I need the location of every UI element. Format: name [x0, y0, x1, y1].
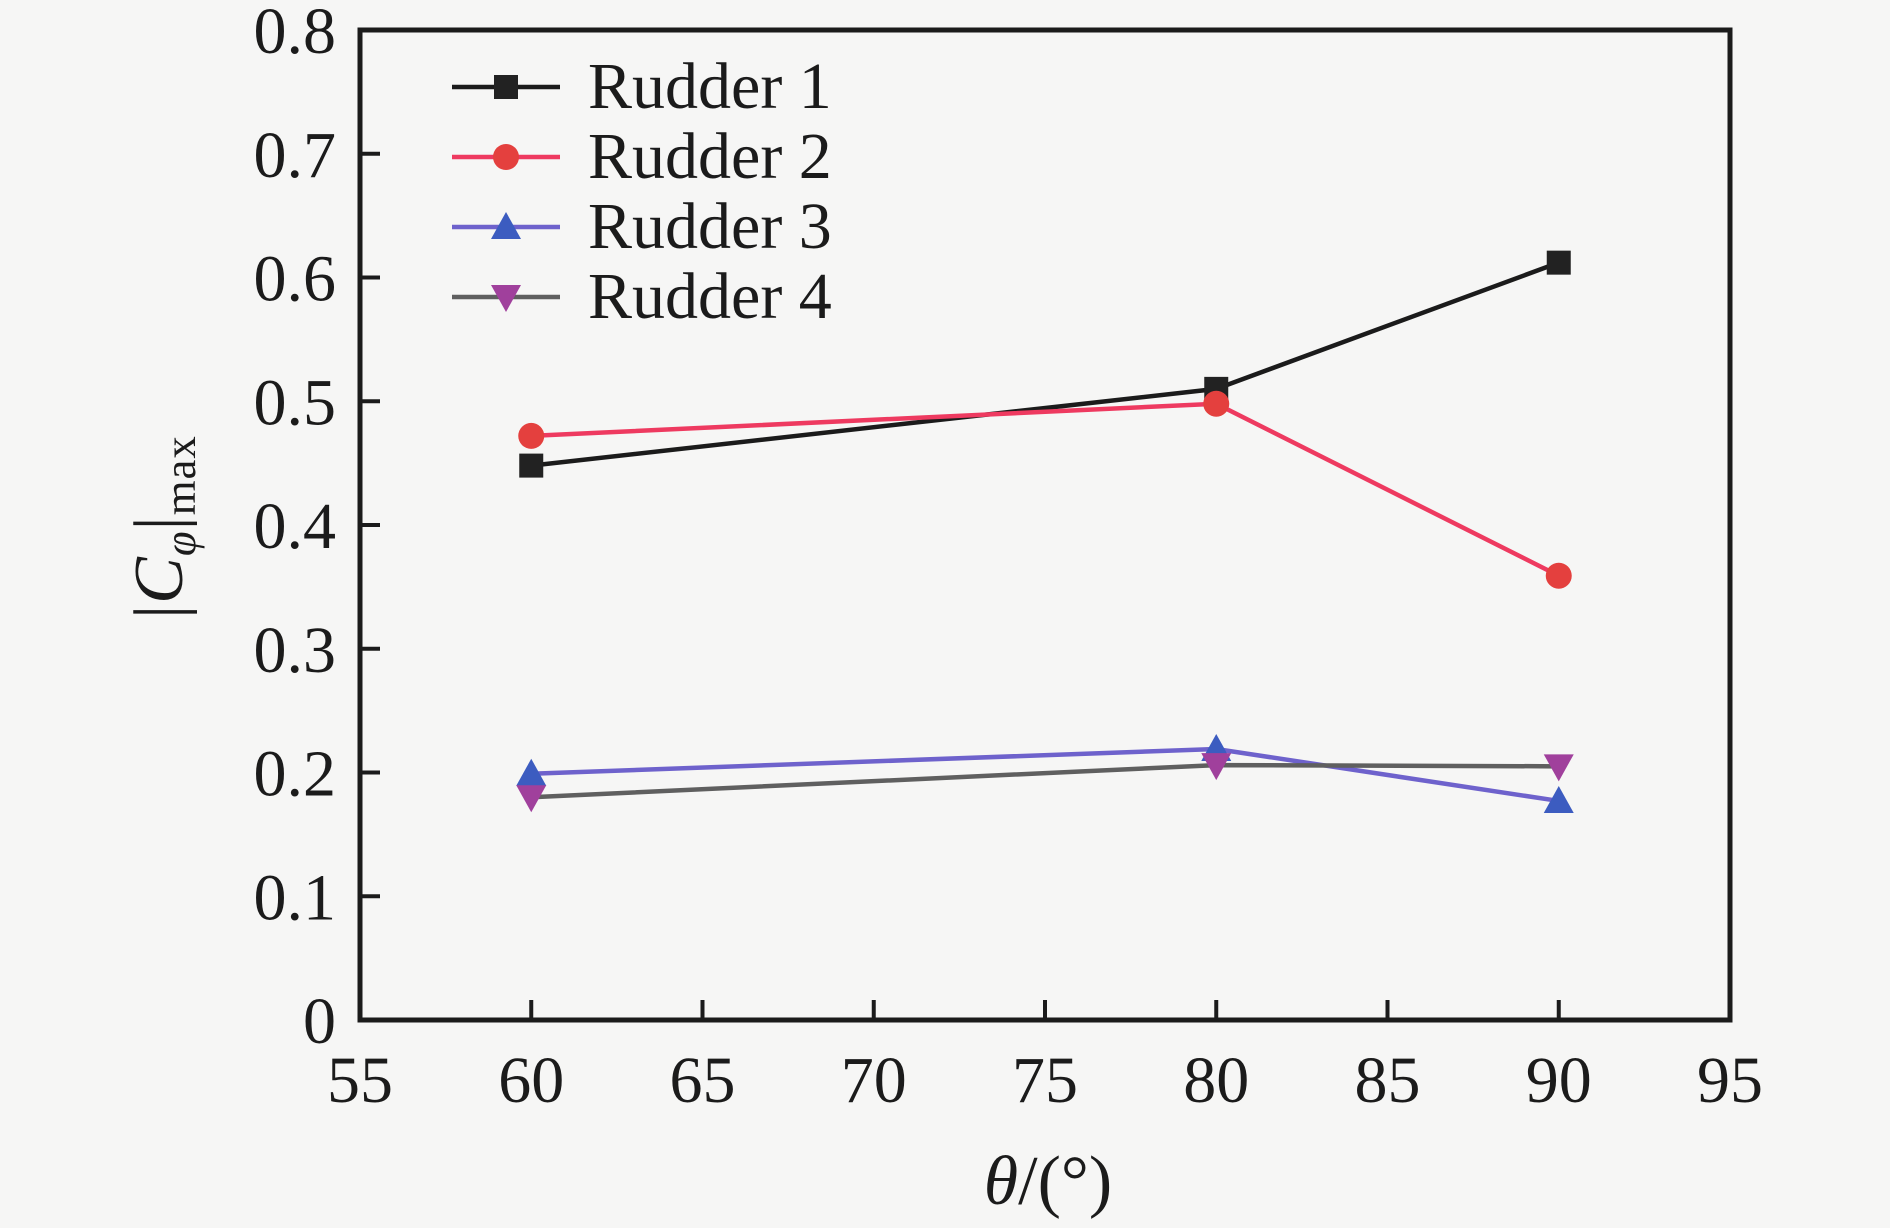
- rudder-3-line-marker-icon: [450, 192, 562, 262]
- svg-text:65: 65: [670, 1044, 736, 1117]
- svg-text:0.1: 0.1: [254, 861, 337, 934]
- legend-item-rudder-3: Rudder 3: [450, 192, 832, 262]
- svg-text:85: 85: [1355, 1044, 1421, 1117]
- legend-label-rudder-1: Rudder 1: [588, 50, 832, 123]
- legend-label-rudder-4: Rudder 4: [588, 260, 832, 333]
- y-axis-title-bar-close: |: [120, 515, 198, 531]
- svg-text:55: 55: [327, 1044, 393, 1117]
- x-axis-title: θ/(°): [984, 1142, 1112, 1222]
- svg-text:80: 80: [1183, 1044, 1249, 1117]
- rudder-1-line-marker-icon: [450, 52, 562, 122]
- legend-item-rudder-4: Rudder 4: [450, 262, 832, 332]
- svg-text:0: 0: [303, 985, 336, 1058]
- y-axis-title-subscript: max: [155, 435, 206, 516]
- legend-item-rudder-2: Rudder 2: [450, 122, 832, 192]
- legend: Rudder 1 Rudder 2 Rudder 3 Rudder 4: [450, 52, 832, 332]
- legend-item-rudder-1: Rudder 1: [450, 52, 832, 122]
- y-axis-title-bar-open: |: [120, 603, 198, 619]
- rudder-2-line-marker-icon: [450, 122, 562, 192]
- legend-label-rudder-2: Rudder 2: [588, 120, 832, 193]
- svg-text:0.2: 0.2: [254, 738, 337, 811]
- svg-text:0.8: 0.8: [254, 0, 337, 68]
- legend-label-rudder-3: Rudder 3: [588, 190, 832, 263]
- y-axis-title-symbol-subscript: φ: [155, 530, 206, 557]
- svg-text:0.6: 0.6: [254, 243, 337, 316]
- svg-text:95: 95: [1697, 1044, 1763, 1117]
- svg-text:70: 70: [841, 1044, 907, 1117]
- svg-text:0.5: 0.5: [254, 366, 337, 439]
- rudder-4-line-marker-icon: [450, 262, 562, 332]
- y-axis-title: |Cφ|max: [120, 435, 206, 619]
- svg-text:0.3: 0.3: [254, 614, 337, 687]
- svg-text:75: 75: [1012, 1044, 1078, 1117]
- x-axis-title-symbol: θ: [983, 1143, 1019, 1220]
- x-axis-title-units: /(°): [1018, 1143, 1113, 1220]
- y-axis-title-symbol: C: [120, 556, 198, 604]
- svg-text:0.7: 0.7: [254, 119, 337, 192]
- svg-text:0.4: 0.4: [254, 490, 337, 563]
- svg-text:60: 60: [498, 1044, 564, 1117]
- svg-text:90: 90: [1526, 1044, 1592, 1117]
